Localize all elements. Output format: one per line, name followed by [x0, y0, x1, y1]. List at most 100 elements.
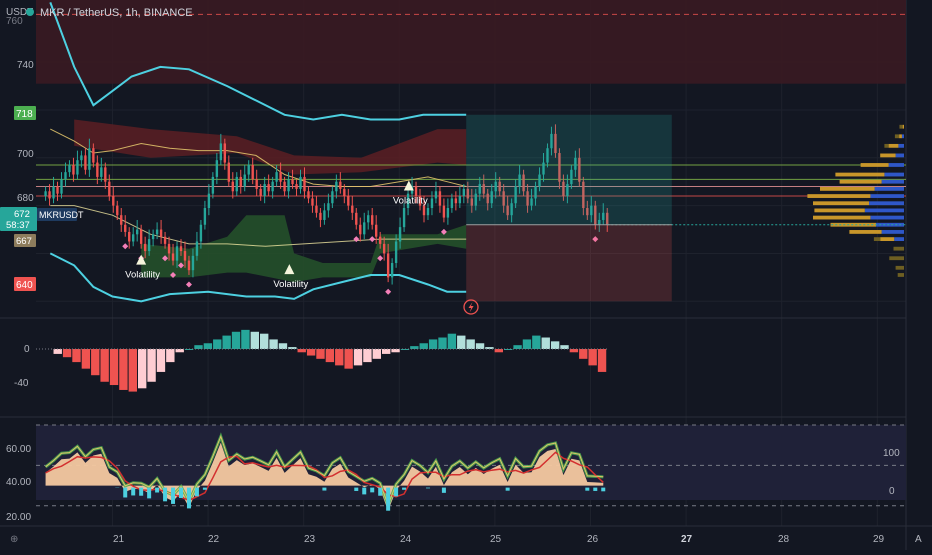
rsi-cyan-bar [386, 488, 390, 511]
candle-body [423, 206, 425, 216]
macd-bar [344, 349, 352, 369]
candle-body [439, 191, 441, 205]
vp-gold-bar [899, 134, 902, 138]
candle-body [240, 177, 242, 187]
candle-body [132, 234, 134, 241]
vp-gold-bar [880, 237, 894, 241]
vp-blue-bar [898, 144, 904, 148]
candle-body [116, 206, 118, 216]
candle-body [212, 177, 214, 194]
candle-body [224, 143, 226, 162]
loss-zone [466, 225, 672, 302]
vp-blue-bar [875, 187, 904, 191]
macd-bar [588, 349, 596, 365]
vp-blue-bar [869, 201, 904, 205]
vp-gold-bar [820, 187, 875, 191]
vp-gold-bar [849, 230, 881, 234]
macd-bar [129, 349, 137, 392]
vp-blue-bar [889, 163, 904, 167]
vp-blue-bar [884, 173, 904, 177]
macd-bar [429, 339, 437, 349]
rsi-cyan-bar [442, 488, 446, 493]
candle-body [156, 230, 158, 235]
candle-body [148, 239, 150, 251]
candle-body [343, 189, 345, 196]
rsi-cyan-bar [362, 488, 366, 495]
rsi-tick-60: 60.00 [6, 444, 31, 455]
vp-blue-bar [882, 180, 904, 184]
vp-gold-bar [835, 173, 884, 177]
candle-body [100, 167, 102, 177]
price-tick-680: 680 [17, 193, 34, 204]
candle-body [248, 165, 250, 175]
rsi-right-tick-100: 100 [883, 448, 900, 459]
candle-body [60, 179, 62, 193]
vp-gold-bar [807, 194, 870, 198]
rsi-cyan-bar [402, 488, 406, 490]
candle-body [335, 182, 337, 192]
candle-body [164, 237, 166, 244]
candle-body [44, 191, 46, 196]
rsi-cyan-bar [506, 488, 510, 491]
macd-bar [213, 339, 221, 349]
macd-bar [54, 349, 62, 354]
candle-body [200, 225, 202, 242]
time-label-29: 29 [873, 534, 885, 545]
candle-body [196, 241, 198, 255]
candle-body [287, 179, 289, 191]
candle-body [180, 246, 182, 251]
vp-olive-bar [889, 256, 904, 260]
candle-body [104, 167, 106, 181]
candle-body [323, 210, 325, 220]
vp-blue-bar [902, 134, 904, 138]
settings-icon[interactable]: ⊕ [10, 534, 18, 545]
volatility-label: Volatility [393, 195, 428, 206]
macd-bar [260, 334, 268, 349]
vp-olive-bar [884, 144, 888, 148]
macd-bar [119, 349, 127, 390]
candle-body [136, 230, 138, 235]
macd-bar [448, 334, 456, 349]
badge-lower-level: 667 [14, 234, 36, 247]
candle-body [451, 198, 453, 208]
symbol-header[interactable]: MKR / TetherUS, 1h, BINANCE [26, 7, 193, 19]
rsi-cyan-bar [147, 488, 151, 499]
macd-bar [138, 349, 146, 388]
rsi-cyan-bar [593, 488, 597, 491]
macd-bar [316, 349, 324, 359]
rsi-cyan-bar [354, 488, 358, 491]
macd-bar [147, 349, 155, 382]
rsi-pane[interactable] [36, 425, 906, 511]
macd-bar [466, 339, 474, 349]
macd-bar [542, 338, 550, 349]
candle-body [283, 182, 285, 192]
time-label-25: 25 [490, 534, 502, 545]
candle-body [216, 160, 218, 177]
vp-blue-bar [896, 154, 904, 158]
rsi-cyan-bar [378, 488, 382, 496]
candle-body [371, 215, 373, 225]
candle-body [263, 184, 265, 196]
macd-bar [307, 349, 315, 356]
svg-text:667: 667 [16, 236, 32, 247]
candle-body [56, 186, 58, 193]
vp-gold-bar [889, 144, 899, 148]
rsi-cyan-bar [163, 488, 167, 502]
candle-body [72, 165, 74, 175]
vp-blue-bar [870, 194, 904, 198]
candle-body [331, 191, 333, 203]
candle-body [455, 198, 457, 203]
candle-body [48, 191, 50, 198]
risk-reward-tool[interactable] [466, 115, 672, 301]
macd-bar [82, 349, 90, 369]
vp-blue-bar [894, 237, 904, 241]
macd-bar [551, 341, 559, 349]
candle-body [311, 198, 313, 205]
candle-body [363, 222, 365, 234]
candle-body [84, 155, 86, 169]
candle-body [168, 244, 170, 254]
macd-tick-neg40: -40 [14, 378, 29, 389]
candle-body [76, 160, 78, 174]
auto-scale-button[interactable]: A [915, 534, 922, 545]
